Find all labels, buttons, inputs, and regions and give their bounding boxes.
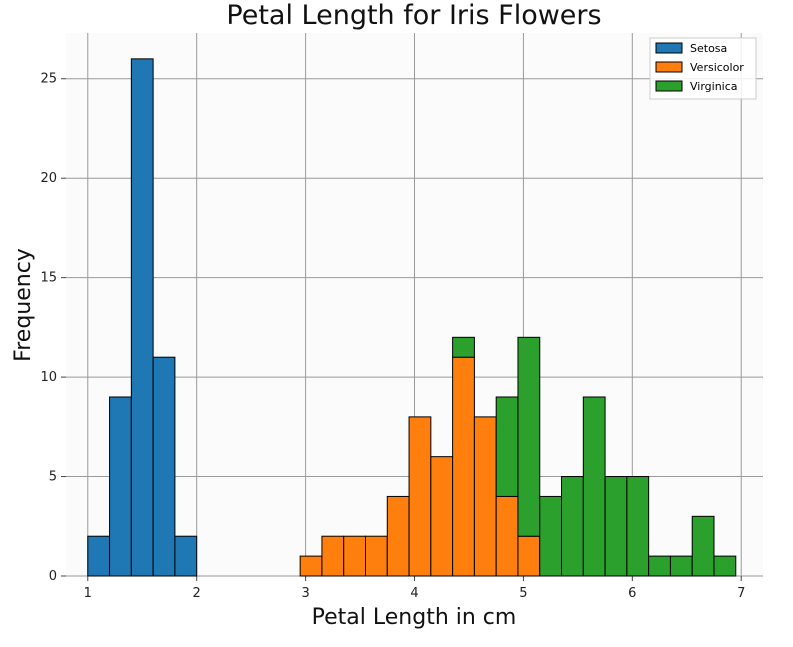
- legend-label-setosa: Setosa: [690, 42, 727, 55]
- bar-versicolor: [473, 416, 497, 577]
- bar-versicolor: [299, 555, 323, 577]
- legend-label-versicolor: Versicolor: [690, 61, 744, 74]
- y-tick-label: 5: [49, 470, 57, 485]
- bar-setosa: [152, 356, 176, 577]
- histogram-bars: [87, 58, 737, 577]
- x-tick-label: 7: [737, 586, 745, 601]
- bar-virginica: [539, 495, 563, 577]
- bar-versicolor: [430, 456, 454, 577]
- legend-label-virginica: Virginica: [690, 80, 738, 93]
- bar-versicolor: [408, 416, 432, 577]
- legend-swatch-setosa: [655, 42, 683, 54]
- bar-virginica: [669, 555, 693, 577]
- y-tick-label: 0: [49, 569, 57, 584]
- chart-title: Petal Length for Iris Flowers: [226, 0, 601, 31]
- x-tick-label: 4: [410, 586, 418, 601]
- bar-setosa: [174, 535, 198, 577]
- legend-swatch-versicolor: [655, 61, 683, 73]
- bar-versicolor: [364, 535, 388, 577]
- bar-setosa: [130, 58, 154, 577]
- y-tick-label: 20: [40, 171, 57, 186]
- x-tick-label: 6: [628, 586, 636, 601]
- bar-virginica: [604, 476, 628, 577]
- bar-virginica: [582, 396, 606, 577]
- bar-virginica: [691, 515, 715, 577]
- bar-versicolor: [321, 535, 345, 577]
- axis-ticks: 1 2 3 4 5 6 7 0 5 10 15 20 25: [40, 72, 745, 601]
- bar-setosa: [109, 396, 132, 577]
- legend-swatch-virginica: [655, 80, 683, 92]
- x-axis-title: Petal Length in cm: [312, 605, 517, 630]
- bar-setosa: [87, 535, 111, 577]
- bar-virginica: [626, 476, 650, 577]
- bar-versicolor: [495, 495, 519, 577]
- y-tick-label: 25: [40, 72, 57, 87]
- x-tick-label: 5: [519, 586, 527, 601]
- bar-virginica: [452, 336, 475, 358]
- bar-versicolor: [517, 535, 541, 577]
- bar-virginica: [713, 555, 737, 577]
- x-tick-label: 2: [193, 586, 201, 601]
- y-tick-label: 15: [40, 271, 57, 286]
- y-axis-title: Frequency: [11, 248, 36, 362]
- bar-versicolor: [386, 495, 410, 577]
- bar-virginica: [648, 555, 671, 577]
- bar-virginica: [495, 396, 519, 497]
- bar-versicolor: [343, 535, 366, 577]
- bar-versicolor: [452, 356, 475, 577]
- legend: Setosa Versicolor Virginica: [649, 37, 757, 100]
- x-tick-label: 3: [301, 586, 309, 601]
- bar-virginica: [561, 476, 584, 577]
- x-tick-label: 1: [84, 586, 92, 601]
- bar-virginica: [517, 336, 541, 537]
- y-tick-label: 10: [40, 370, 57, 385]
